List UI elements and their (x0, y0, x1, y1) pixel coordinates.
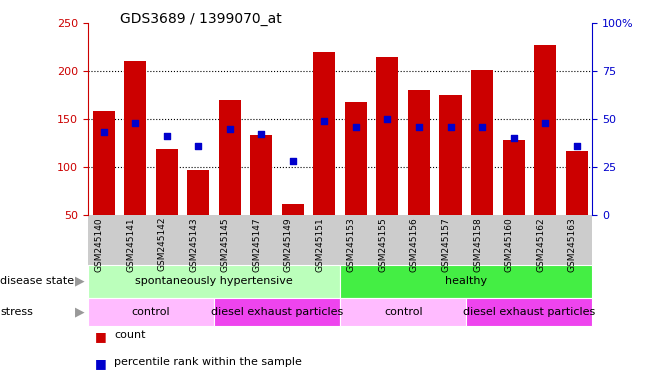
Text: GSM245151: GSM245151 (315, 217, 324, 272)
Point (351, 124, 361, 130)
Text: GDS3689 / 1399070_at: GDS3689 / 1399070_at (120, 12, 282, 25)
Text: GSM245149: GSM245149 (284, 217, 293, 271)
Bar (439, 95, 462, 215)
Text: control: control (384, 307, 422, 317)
Bar (313, 52, 335, 215)
Bar (219, 100, 241, 215)
Bar (282, 204, 304, 215)
Bar (503, 140, 525, 215)
Point (256, 131, 266, 137)
Bar (471, 70, 493, 215)
Point (445, 124, 456, 130)
Text: GSM245145: GSM245145 (221, 217, 230, 271)
Text: GSM245157: GSM245157 (441, 217, 450, 272)
Text: GSM245140: GSM245140 (94, 217, 104, 271)
Text: diesel exhaust particles: diesel exhaust particles (211, 307, 343, 317)
Text: ■: ■ (94, 330, 106, 343)
Text: healthy: healthy (445, 276, 488, 286)
Text: count: count (114, 330, 145, 340)
Text: GSM245158: GSM245158 (473, 217, 482, 272)
Point (414, 124, 424, 130)
Text: GSM245143: GSM245143 (189, 217, 199, 271)
Bar (92, 111, 115, 215)
Text: GSM245162: GSM245162 (536, 217, 545, 271)
Bar (187, 170, 209, 215)
Point (130, 120, 141, 126)
Text: ■: ■ (94, 357, 106, 370)
Bar (345, 102, 367, 215)
Text: ▶: ▶ (75, 306, 85, 318)
Bar (124, 61, 146, 215)
Text: GSM245155: GSM245155 (378, 217, 387, 272)
Text: control: control (132, 307, 171, 317)
Text: GSM245142: GSM245142 (158, 217, 167, 271)
Bar (376, 56, 398, 215)
Point (382, 116, 393, 122)
Point (508, 135, 519, 141)
Point (225, 126, 235, 132)
Point (288, 158, 298, 164)
Text: GSM245153: GSM245153 (347, 217, 356, 272)
Text: percentile rank within the sample: percentile rank within the sample (114, 357, 302, 367)
Text: spontaneously hypertensive: spontaneously hypertensive (135, 276, 293, 286)
Text: disease state: disease state (0, 276, 74, 286)
Point (193, 143, 204, 149)
Point (161, 133, 172, 139)
Text: GSM245163: GSM245163 (568, 217, 577, 272)
Point (319, 118, 329, 124)
Bar (156, 149, 178, 215)
Text: diesel exhaust particles: diesel exhaust particles (464, 307, 596, 317)
Bar (566, 151, 588, 215)
Text: GSM245156: GSM245156 (410, 217, 419, 272)
Bar (250, 136, 272, 215)
Text: stress: stress (0, 307, 33, 317)
Text: GSM245141: GSM245141 (126, 217, 135, 271)
Point (540, 120, 550, 126)
Bar (408, 90, 430, 215)
Bar (534, 45, 556, 215)
Point (477, 124, 487, 130)
Text: GSM245147: GSM245147 (253, 217, 261, 271)
Text: GSM245160: GSM245160 (505, 217, 514, 272)
Point (572, 143, 582, 149)
Point (98, 129, 109, 136)
Text: ▶: ▶ (75, 275, 85, 288)
